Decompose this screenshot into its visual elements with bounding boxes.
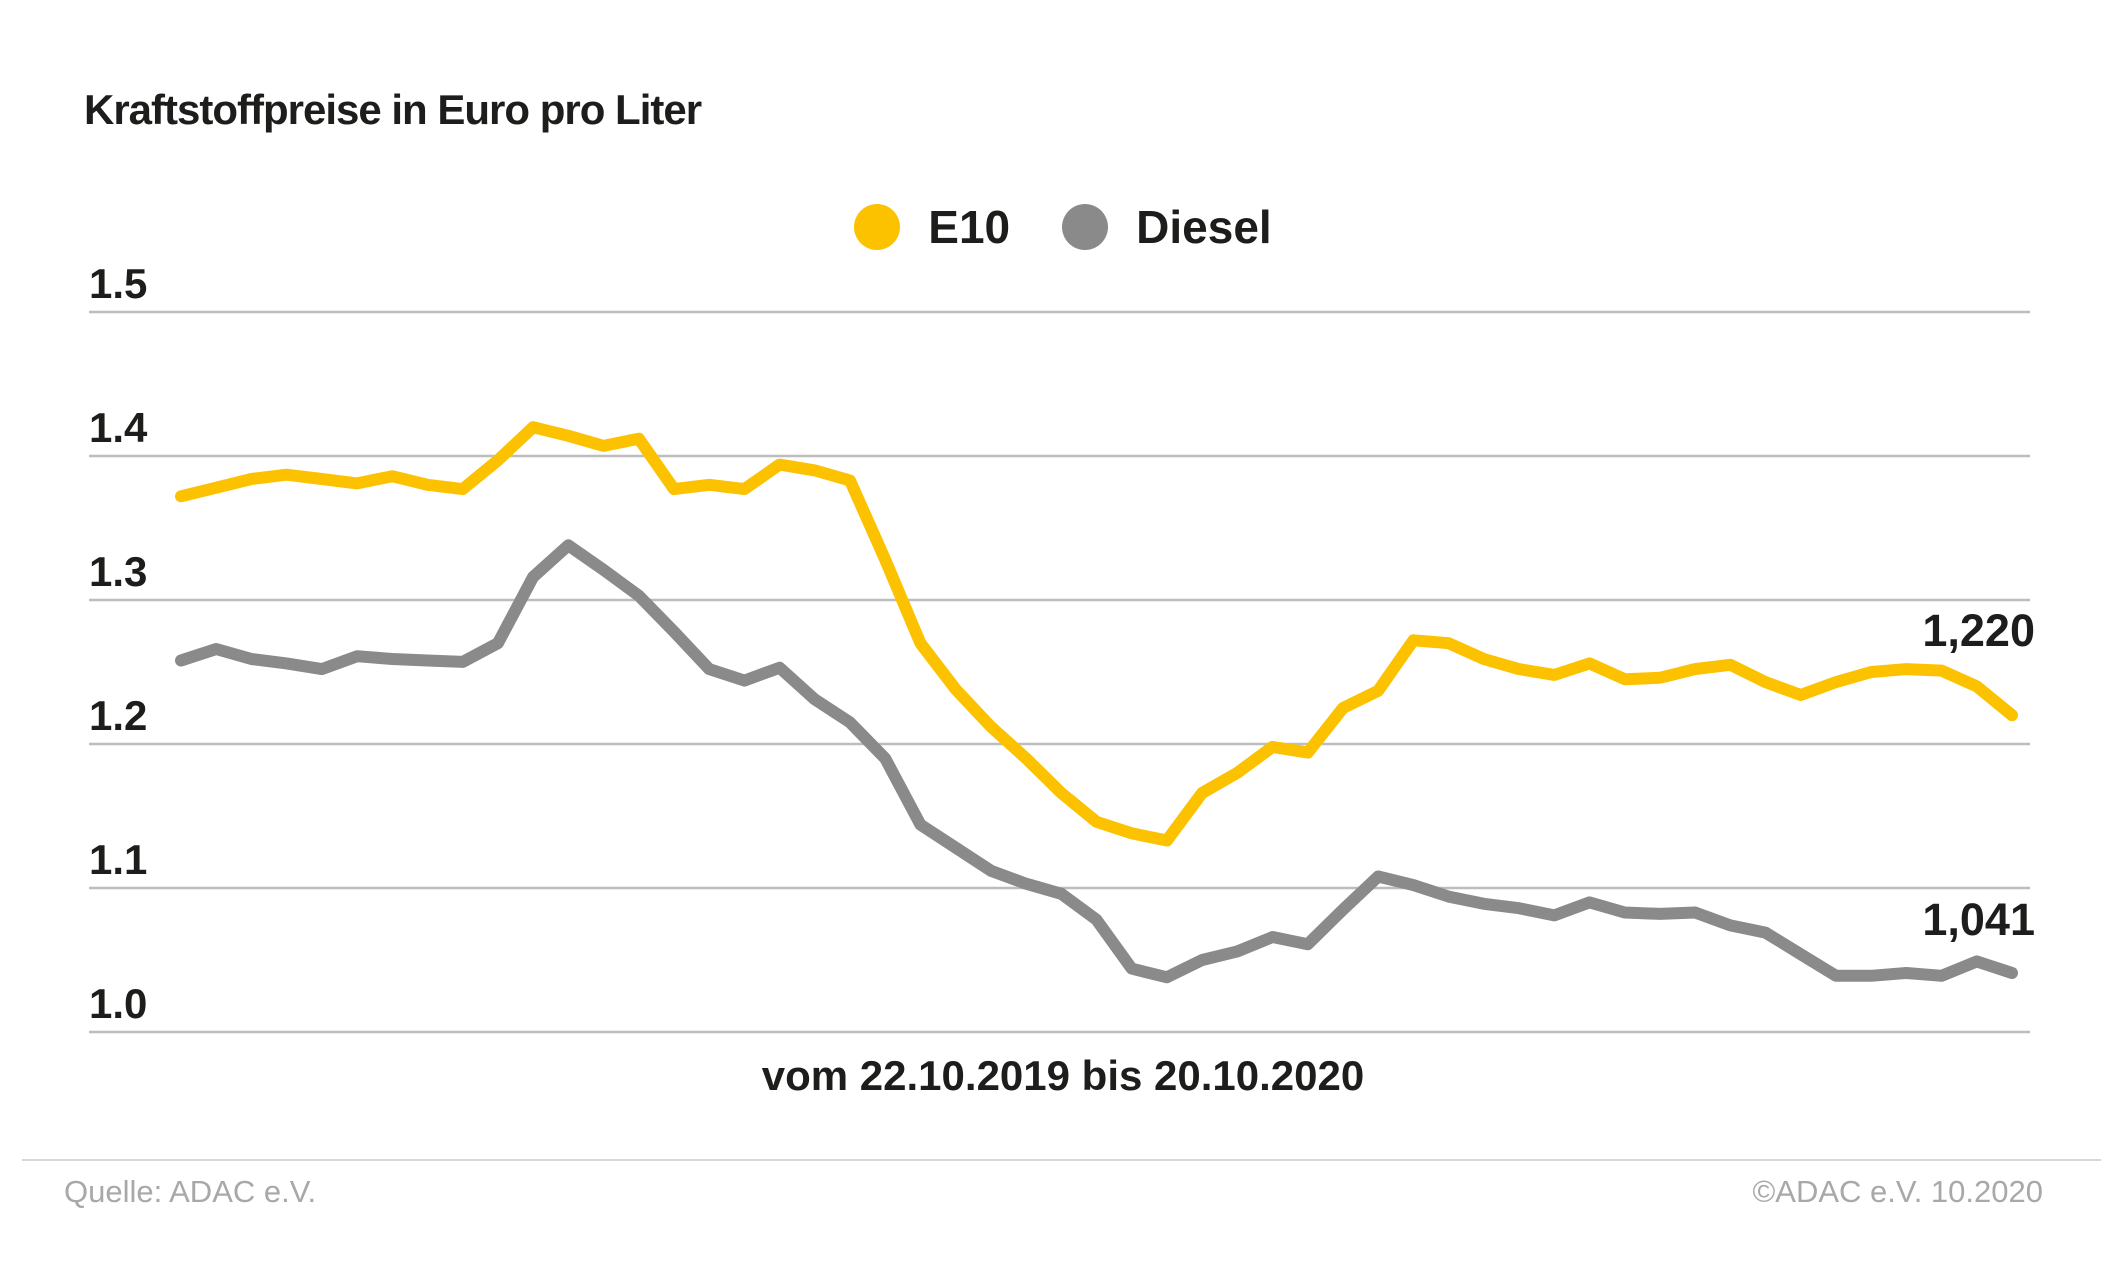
legend-item-e10: E10 bbox=[854, 200, 1010, 254]
y-axis-label: 1.4 bbox=[89, 404, 148, 451]
source-note: Quelle: ADAC e.V. bbox=[64, 1174, 317, 1209]
e10-legend-label: E10 bbox=[928, 201, 1011, 253]
legend: E10 Diesel bbox=[0, 200, 2126, 254]
diesel-end-value: 1,041 bbox=[1922, 894, 2035, 945]
footer-divider bbox=[22, 1159, 2101, 1161]
diesel-legend-label: Diesel bbox=[1136, 201, 1272, 253]
diesel-legend-dot bbox=[1062, 204, 1109, 250]
chart-title: Kraftstoffpreise in Euro pro Liter bbox=[84, 86, 702, 133]
y-axis-label: 1.0 bbox=[89, 980, 147, 1027]
diesel-line bbox=[175, 539, 2018, 984]
y-axis-label: 1.1 bbox=[89, 836, 147, 883]
y-axis-label: 1.5 bbox=[89, 260, 147, 307]
y-axis-label: 1.3 bbox=[89, 548, 147, 595]
x-axis-range-label: vom 22.10.2019 bis 20.10.2020 bbox=[761, 1052, 1365, 1099]
copyright-note: ©ADAC e.V. 10.2020 bbox=[1752, 1174, 2043, 1209]
y-axis-label: 1.2 bbox=[89, 692, 147, 739]
e10-end-value: 1,220 bbox=[1922, 605, 2035, 656]
e10-line bbox=[175, 421, 2018, 847]
legend-item-diesel: Diesel bbox=[1062, 200, 1272, 254]
e10-legend-dot bbox=[854, 204, 901, 250]
